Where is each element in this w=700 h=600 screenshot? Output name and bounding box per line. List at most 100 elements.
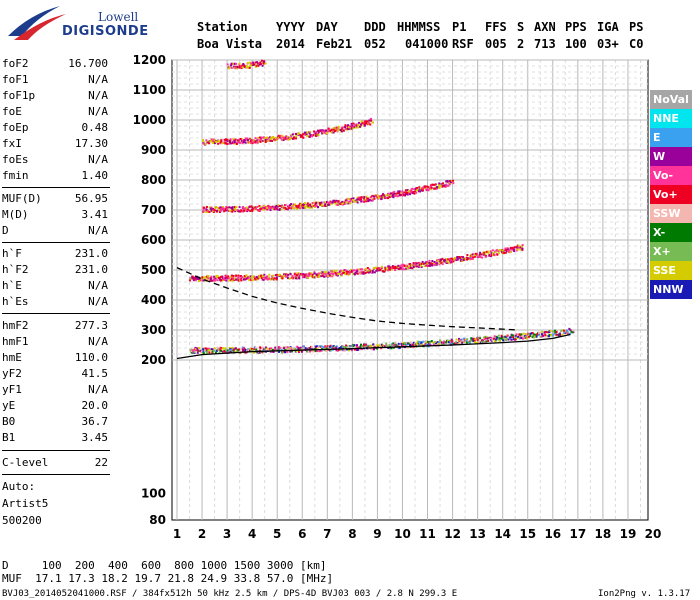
echo-point	[353, 348, 356, 351]
echo-point	[304, 347, 307, 350]
echo-point	[306, 350, 309, 353]
echo-point	[566, 329, 569, 332]
echo-point	[533, 333, 536, 336]
echo-point	[217, 349, 220, 352]
echo-point	[332, 273, 335, 276]
y-tick-label: 900	[141, 143, 166, 157]
echo-point	[253, 207, 256, 210]
echo-point	[412, 341, 415, 344]
echo-point	[245, 66, 248, 69]
echo-point	[306, 276, 309, 279]
param-value: N/A	[88, 295, 108, 308]
echo-point	[278, 134, 281, 137]
echo-point	[347, 200, 350, 203]
echo-point	[333, 199, 336, 202]
param-row-fmin: fmin 1.40	[2, 169, 108, 185]
logo-swoosh-icon	[8, 6, 66, 40]
echo-point	[230, 278, 233, 281]
header-label-ffs: FFS	[485, 20, 507, 34]
echo-point	[207, 277, 210, 280]
echo-point	[414, 263, 417, 266]
echo-point	[338, 348, 341, 351]
echo-point	[258, 274, 261, 277]
echo-point	[200, 278, 203, 281]
autoscaling-line-1: Auto:	[2, 480, 36, 493]
echo-point	[202, 348, 205, 351]
echo-point	[207, 276, 210, 279]
echo-point	[210, 140, 213, 143]
echo-point	[402, 341, 405, 344]
echo-point	[349, 345, 352, 348]
echo-point	[263, 273, 266, 276]
echo-point	[483, 338, 486, 341]
echo-point	[433, 264, 436, 267]
autoscaling-line-2: Artist5	[2, 497, 49, 510]
echo-point	[402, 192, 405, 195]
echo-point	[311, 204, 314, 207]
echo-point	[315, 273, 318, 276]
echo-point	[421, 187, 424, 190]
x-tick-label: 1	[173, 527, 181, 541]
echo-point	[457, 342, 460, 345]
echo-point	[330, 131, 333, 134]
echo-point	[225, 275, 228, 278]
echo-point	[509, 338, 512, 341]
echo-point	[278, 347, 281, 350]
echo-point	[212, 139, 215, 142]
echo-point	[272, 278, 275, 281]
echo-point	[262, 60, 265, 63]
echo-point	[402, 263, 405, 266]
echo-point	[311, 202, 314, 205]
echo-point	[348, 197, 351, 200]
echo-point	[274, 346, 277, 349]
echo-point	[249, 205, 252, 208]
echo-point	[384, 266, 387, 269]
echo-point	[230, 62, 233, 65]
echo-point	[258, 351, 261, 354]
echo-point	[301, 276, 304, 279]
echo-point	[398, 190, 401, 193]
echo-point	[525, 333, 528, 336]
echo-point	[308, 130, 311, 133]
echo-point	[297, 350, 300, 353]
echo-point	[416, 187, 419, 190]
echo-point	[295, 204, 298, 207]
echo-point	[363, 124, 366, 127]
echo-point	[455, 338, 458, 341]
echo-point	[317, 274, 320, 277]
echo-point	[343, 271, 346, 274]
echo-point	[476, 339, 479, 342]
echo-point	[387, 194, 390, 197]
echo-point	[345, 201, 348, 204]
echo-point	[248, 66, 251, 69]
echo-point	[193, 348, 196, 351]
echo-point	[539, 332, 542, 335]
echo-point	[367, 345, 370, 348]
echo-point	[295, 272, 298, 275]
echo-point	[310, 274, 313, 277]
echo-point	[250, 62, 253, 65]
echo-point	[498, 339, 501, 342]
echo-point	[510, 334, 513, 337]
echo-point	[401, 267, 404, 270]
echo-point	[424, 187, 427, 190]
echo-point	[465, 341, 468, 344]
echo-point	[448, 342, 451, 345]
echo-point	[270, 136, 273, 139]
echo-point	[232, 138, 235, 141]
echo-point	[493, 335, 496, 338]
echo-point	[442, 343, 445, 346]
echo-point	[244, 207, 247, 210]
echo-point	[346, 272, 349, 275]
echo-point	[195, 348, 198, 351]
echo-point	[529, 334, 532, 337]
echo-point	[224, 274, 227, 277]
echo-point	[224, 139, 227, 142]
echo-point	[254, 346, 257, 349]
echo-point	[225, 209, 228, 212]
echo-point	[297, 206, 300, 209]
echo-point	[260, 277, 263, 280]
y-tick-label: 80	[149, 513, 166, 527]
echo-point	[472, 340, 475, 343]
echo-point	[224, 207, 227, 210]
